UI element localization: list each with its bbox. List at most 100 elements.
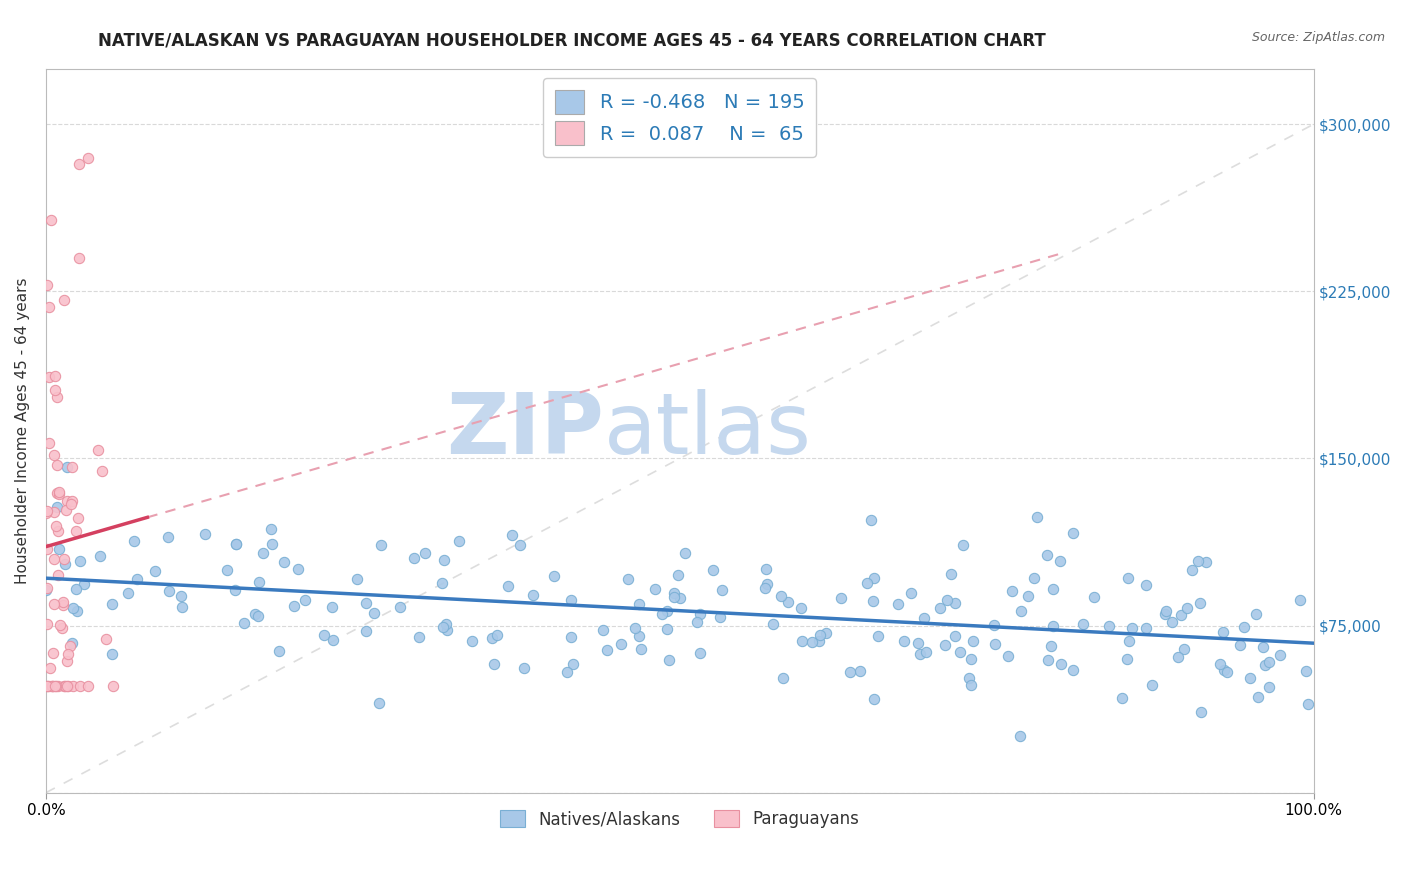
- Natives/Alaskans: [838, 665, 860, 679]
- Natives/Alaskans: [945, 596, 967, 610]
- Natives/Alaskans: [617, 572, 640, 586]
- Natives/Alaskans: [1295, 664, 1317, 678]
- Natives/Alaskans: [863, 571, 886, 585]
- Text: atlas: atlas: [603, 389, 811, 472]
- Natives/Alaskans: [830, 591, 852, 605]
- Natives/Alaskans: [48, 542, 70, 557]
- Natives/Alaskans: [127, 572, 149, 586]
- Natives/Alaskans: [814, 625, 837, 640]
- Natives/Alaskans: [402, 551, 425, 566]
- Natives/Alaskans: [232, 615, 254, 630]
- Paraguayans: [38, 300, 60, 314]
- Natives/Alaskans: [1170, 607, 1192, 622]
- Natives/Alaskans: [949, 645, 972, 659]
- Natives/Alaskans: [1024, 572, 1046, 586]
- Paraguayans: [48, 568, 70, 582]
- Natives/Alaskans: [936, 593, 959, 607]
- Natives/Alaskans: [849, 664, 872, 678]
- Natives/Alaskans: [273, 555, 295, 569]
- Natives/Alaskans: [156, 530, 179, 544]
- Paraguayans: [42, 597, 65, 611]
- Natives/Alaskans: [322, 633, 344, 648]
- Natives/Alaskans: [1049, 554, 1071, 568]
- Natives/Alaskans: [929, 600, 952, 615]
- Natives/Alaskans: [432, 576, 454, 591]
- Natives/Alaskans: [247, 608, 270, 623]
- Natives/Alaskans: [501, 528, 523, 542]
- Natives/Alaskans: [1209, 657, 1232, 671]
- Natives/Alaskans: [630, 641, 652, 656]
- Natives/Alaskans: [370, 538, 392, 552]
- Natives/Alaskans: [863, 692, 886, 706]
- Paraguayans: [55, 654, 77, 668]
- Natives/Alaskans: [1213, 663, 1236, 677]
- Natives/Alaskans: [1035, 548, 1057, 562]
- Natives/Alaskans: [555, 665, 578, 680]
- Paraguayans: [77, 679, 100, 693]
- Natives/Alaskans: [89, 549, 111, 564]
- Natives/Alaskans: [481, 631, 503, 645]
- Paraguayans: [55, 679, 77, 693]
- Natives/Alaskans: [755, 562, 778, 576]
- Paraguayans: [44, 384, 66, 398]
- Paraguayans: [101, 679, 124, 693]
- Natives/Alaskans: [312, 628, 335, 642]
- Natives/Alaskans: [658, 653, 681, 667]
- Paraguayans: [60, 493, 83, 508]
- Natives/Alaskans: [561, 657, 583, 671]
- Natives/Alaskans: [560, 592, 582, 607]
- Natives/Alaskans: [447, 533, 470, 548]
- Natives/Alaskans: [860, 513, 883, 527]
- Natives/Alaskans: [1289, 593, 1312, 607]
- Natives/Alaskans: [1010, 729, 1032, 743]
- Natives/Alaskans: [260, 537, 283, 551]
- Natives/Alaskans: [1017, 589, 1039, 603]
- Y-axis label: Householder Income Ages 45 - 64 years: Householder Income Ages 45 - 64 years: [15, 277, 30, 584]
- Paraguayans: [44, 368, 66, 383]
- Paraguayans: [59, 497, 82, 511]
- Natives/Alaskans: [1257, 680, 1279, 694]
- Natives/Alaskans: [1229, 638, 1251, 652]
- Natives/Alaskans: [960, 652, 983, 666]
- Paraguayans: [51, 621, 73, 635]
- Paraguayans: [65, 524, 87, 538]
- Natives/Alaskans: [1173, 641, 1195, 656]
- Natives/Alaskans: [807, 634, 830, 648]
- Natives/Alaskans: [592, 623, 614, 637]
- Paraguayans: [91, 464, 114, 478]
- Natives/Alaskans: [1233, 620, 1256, 634]
- Natives/Alaskans: [522, 588, 544, 602]
- Natives/Alaskans: [73, 576, 96, 591]
- Natives/Alaskans: [662, 586, 685, 600]
- Paraguayans: [48, 487, 70, 501]
- Natives/Alaskans: [934, 638, 956, 652]
- Paraguayans: [35, 679, 58, 693]
- Natives/Alaskans: [1154, 604, 1177, 618]
- Natives/Alaskans: [1251, 640, 1274, 654]
- Natives/Alaskans: [101, 597, 124, 611]
- Natives/Alaskans: [952, 539, 974, 553]
- Natives/Alaskans: [772, 671, 794, 685]
- Natives/Alaskans: [628, 597, 651, 611]
- Natives/Alaskans: [367, 696, 389, 710]
- Natives/Alaskans: [1115, 651, 1137, 665]
- Paraguayans: [53, 679, 76, 693]
- Paraguayans: [42, 448, 65, 462]
- Natives/Alaskans: [53, 557, 76, 571]
- Natives/Alaskans: [810, 627, 832, 641]
- Natives/Alaskans: [1038, 653, 1060, 667]
- Natives/Alaskans: [655, 622, 678, 636]
- Natives/Alaskans: [862, 594, 884, 608]
- Natives/Alaskans: [912, 611, 935, 625]
- Paraguayans: [76, 151, 98, 165]
- Natives/Alaskans: [1246, 690, 1268, 705]
- Natives/Alaskans: [957, 671, 980, 685]
- Natives/Alaskans: [225, 536, 247, 550]
- Paraguayans: [35, 507, 58, 521]
- Paraguayans: [35, 679, 58, 693]
- Paraguayans: [44, 505, 66, 519]
- Natives/Alaskans: [408, 630, 430, 644]
- Paraguayans: [59, 639, 82, 653]
- Natives/Alaskans: [560, 630, 582, 644]
- Paraguayans: [86, 443, 108, 458]
